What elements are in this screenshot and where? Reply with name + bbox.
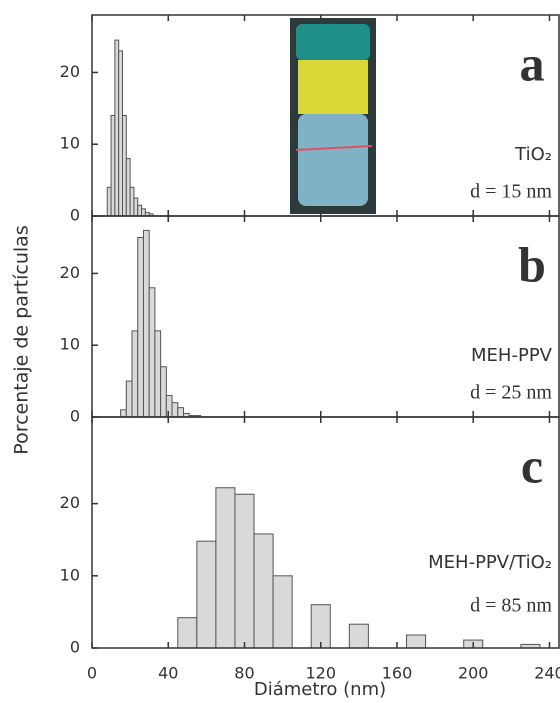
- x-tick-label: 0: [87, 664, 97, 683]
- bar: [148, 287, 156, 418]
- bar: [106, 186, 112, 217]
- y-tick-label: 10: [60, 335, 80, 354]
- size-label: d = 25 nm: [470, 382, 552, 404]
- bar: [120, 409, 127, 418]
- panel-frame: [91, 416, 560, 649]
- bar: [177, 617, 198, 649]
- bar: [131, 330, 139, 418]
- panel-letter: c: [521, 437, 543, 493]
- sample-label: MEH-PPV: [471, 345, 553, 366]
- bar: [110, 115, 116, 217]
- bar: [406, 634, 427, 649]
- size-label: d = 15 nm: [470, 181, 552, 203]
- bar: [160, 366, 167, 418]
- bar: [234, 493, 255, 649]
- bar: [310, 604, 331, 649]
- panel-letter: a: [520, 35, 545, 91]
- x-tick-label: 80: [234, 664, 254, 683]
- x-axis-title: Diámetro (nm): [254, 679, 386, 700]
- bar: [177, 407, 184, 418]
- bar: [114, 39, 120, 217]
- y-tick-label: 0: [70, 407, 80, 426]
- bar: [142, 229, 150, 418]
- bar: [171, 402, 179, 418]
- bar: [215, 487, 236, 649]
- bar: [137, 204, 143, 217]
- bar: [253, 533, 274, 649]
- bar: [133, 197, 139, 217]
- photo: [290, 18, 376, 214]
- y-tick-label: 20: [60, 493, 80, 512]
- y-tick-label: 20: [60, 62, 80, 81]
- bar: [196, 540, 217, 649]
- bar: [137, 237, 144, 418]
- x-tick-label: 200: [458, 664, 489, 683]
- sample-label: TiO₂: [514, 144, 552, 165]
- x-tick-label: 40: [158, 664, 178, 683]
- panel-letter: b: [518, 236, 546, 292]
- y-axis-title: Porcentaje de partículas: [11, 225, 33, 454]
- bar: [118, 50, 123, 217]
- bar: [272, 575, 293, 649]
- x-tick-label: 120: [305, 664, 336, 683]
- bar: [165, 394, 173, 418]
- bar: [129, 186, 135, 217]
- y-tick-label: 0: [70, 206, 80, 225]
- sample-label: MEH-PPV/TiO₂: [428, 552, 552, 573]
- y-tick-label: 10: [60, 134, 80, 153]
- x-tick-label: 240: [534, 664, 560, 683]
- y-tick-label: 10: [60, 565, 80, 584]
- y-tick-label: 20: [60, 263, 80, 282]
- bar: [125, 380, 133, 418]
- y-tick-label: 0: [70, 638, 80, 657]
- size-label: d = 85 nm: [470, 595, 552, 617]
- bar: [125, 158, 131, 217]
- bar: [141, 208, 146, 217]
- bar: [348, 623, 369, 649]
- bar: [121, 115, 127, 217]
- x-tick-label: 160: [382, 664, 413, 683]
- bar: [154, 330, 162, 418]
